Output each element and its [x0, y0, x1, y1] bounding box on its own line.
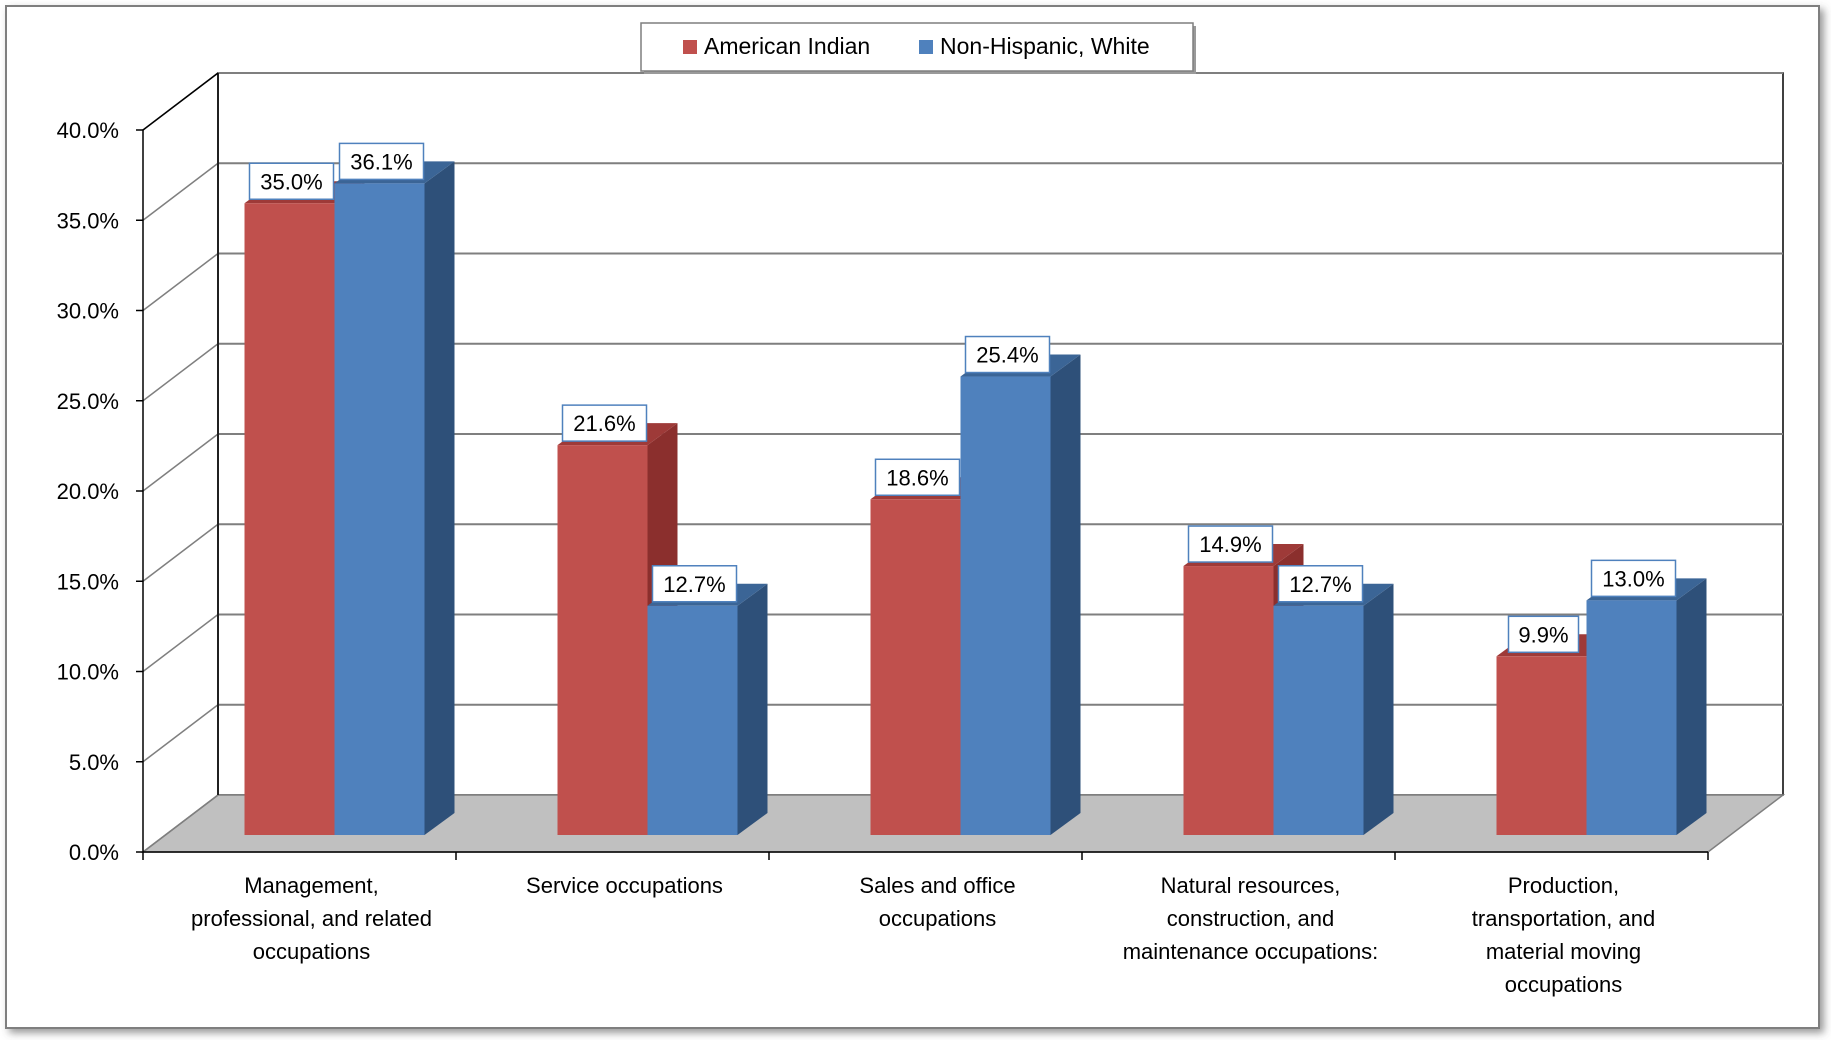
y-tick-label: 10.0%	[57, 660, 119, 685]
bar-side	[1050, 354, 1081, 835]
gridline-side	[142, 433, 219, 492]
gridline-side	[142, 343, 219, 402]
legend-swatch	[919, 40, 933, 54]
bar	[334, 183, 425, 835]
data-label-box	[248, 162, 335, 200]
x-tick-label: maintenance occupations:	[1123, 939, 1379, 964]
y-tick-label: 0.0%	[69, 840, 119, 865]
bar	[1183, 566, 1274, 835]
x-tick-label: occupations	[879, 906, 996, 931]
x-tick-label: transportation, and	[1472, 906, 1655, 931]
y-tick-label: 20.0%	[57, 479, 119, 504]
bar-side	[1363, 583, 1394, 835]
data-label: 36.1%	[350, 149, 412, 174]
data-label-box	[651, 565, 738, 603]
gridline-side	[142, 613, 219, 673]
x-tick-label: occupations	[1505, 972, 1622, 997]
gridline-side	[142, 162, 219, 221]
data-label-box	[1590, 559, 1677, 598]
bar-side	[424, 161, 455, 835]
x-tick-label: Service occupations	[526, 873, 723, 898]
x-tick-label: occupations	[253, 939, 370, 964]
bar	[1496, 656, 1587, 835]
legend-swatch	[683, 40, 697, 54]
y-tick-label: 30.0%	[57, 299, 119, 324]
bar	[960, 376, 1051, 835]
data-label: 12.7%	[1289, 572, 1351, 597]
x-tick-label: professional, and related	[191, 906, 432, 931]
gridline-side	[142, 704, 219, 763]
bar	[647, 605, 738, 835]
bar	[1273, 605, 1364, 835]
bar	[557, 445, 648, 835]
y-tick-label: 40.0%	[57, 118, 119, 143]
gridline-side	[142, 252, 219, 312]
y-tick-label: 25.0%	[57, 389, 119, 414]
gridline-side	[142, 794, 219, 853]
data-label: 9.9%	[1518, 622, 1568, 647]
data-label-box	[1507, 615, 1580, 654]
bar	[1586, 600, 1677, 835]
bar	[870, 499, 961, 835]
x-tick-label: construction, and	[1167, 906, 1335, 931]
data-label: 12.7%	[663, 572, 725, 597]
gridline-side	[142, 523, 219, 582]
y-tick-label: 5.0%	[69, 750, 119, 775]
x-tick-label: Production,	[1508, 873, 1619, 898]
bar	[244, 203, 335, 835]
bar-side	[1676, 578, 1707, 835]
data-label-box	[338, 142, 425, 181]
data-label-box	[1277, 565, 1364, 603]
bar-side	[737, 583, 768, 835]
x-tick-label: material moving	[1486, 939, 1641, 964]
x-tick-label: Management,	[244, 873, 379, 898]
data-label: 21.6%	[573, 411, 635, 436]
legend-label: American Indian	[704, 33, 870, 59]
data-label-box	[874, 458, 961, 497]
legend	[640, 22, 1194, 72]
data-label-box	[964, 335, 1051, 374]
y-tick-label: 15.0%	[57, 569, 119, 594]
data-label-box	[561, 404, 648, 442]
data-label: 14.9%	[1199, 532, 1261, 557]
x-tick-label: Sales and office	[859, 873, 1015, 898]
legend-label: Non-Hispanic, White	[940, 33, 1150, 59]
side-wall-top-edge	[142, 72, 219, 131]
data-label: 25.4%	[976, 343, 1038, 368]
data-label: 13.0%	[1602, 566, 1664, 591]
x-tick-label: Natural resources,	[1161, 873, 1341, 898]
data-label: 18.6%	[886, 465, 948, 490]
y-tick-label: 35.0%	[57, 208, 119, 233]
data-label: 35.0%	[260, 169, 322, 194]
data-label-box	[1187, 525, 1274, 563]
